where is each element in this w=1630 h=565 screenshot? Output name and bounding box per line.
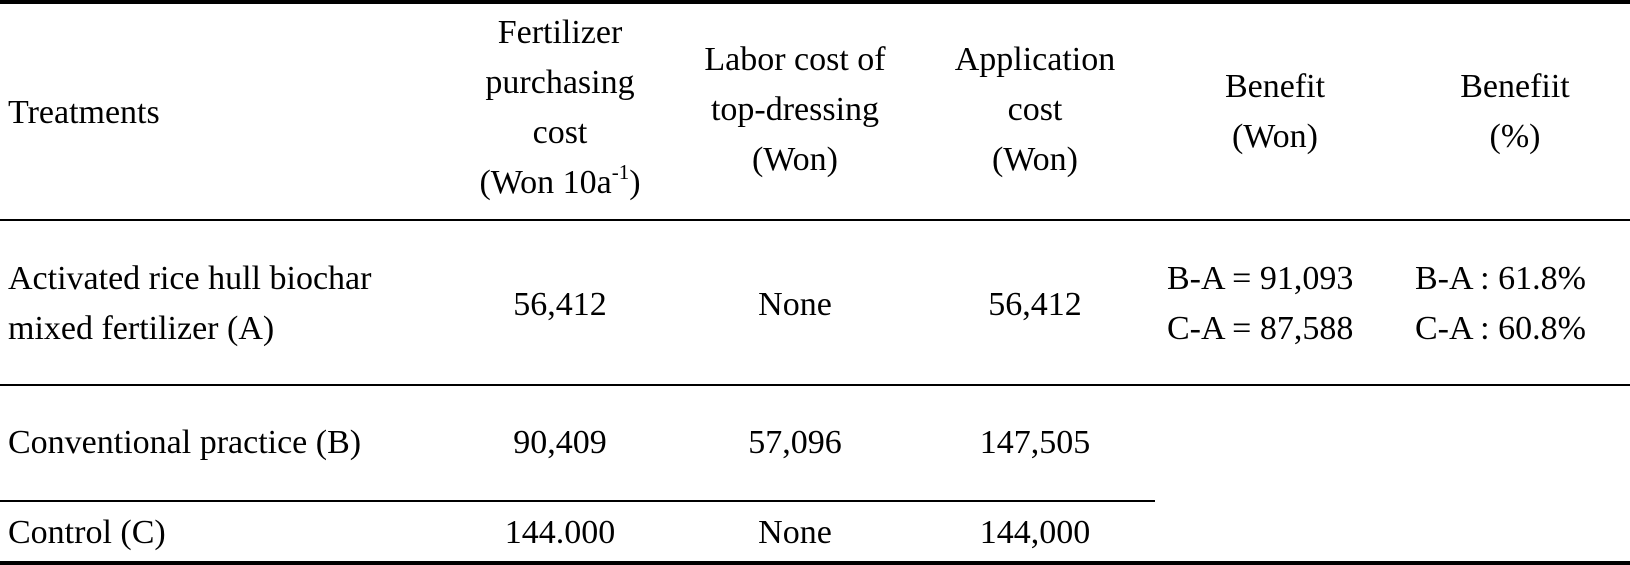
row-a-labor-cost: None: [758, 286, 832, 323]
header-fertilizer-cost: Fertilizer purchasing cost (Won 10a-1): [479, 14, 641, 201]
header-benefit-won: Benefit (Won): [1224, 68, 1326, 155]
row-b-labor-cost: 57,096: [748, 424, 842, 461]
row-b-bottom-rule: [0, 500, 1155, 502]
row-a-benefit-won: B-A = 91,093 C-A = 87,588: [1167, 260, 1354, 347]
row-b-fertilizer-cost: 90,409: [513, 424, 607, 461]
header-bottom-rule: [0, 219, 1630, 221]
row-a-benefit-pct: B-A : 61.8% C-A : 60.8%: [1415, 260, 1586, 347]
row-b-treatment: Conventional practice (B): [8, 424, 362, 461]
row-c-fertilizer-cost: 144.000: [504, 514, 616, 551]
row-c-labor-cost: None: [758, 514, 832, 551]
row-c-application-cost: 144,000: [979, 514, 1091, 551]
row-a-fertilizer-cost: 56,412: [513, 286, 607, 323]
top-rule: [0, 0, 1630, 4]
header-treatments: Treatments: [8, 94, 160, 131]
bottom-rule: [0, 561, 1630, 565]
row-a-bottom-rule: [0, 384, 1630, 386]
row-a-application-cost: 56,412: [988, 286, 1082, 323]
header-labor-cost: Labor cost of top-dressing (Won): [704, 41, 886, 178]
header-application-cost: Application cost (Won): [954, 41, 1116, 178]
row-a-treatment: Activated rice hull biochar mixed fertil…: [8, 260, 372, 347]
header-benefit-pct: Benefiit (%): [1460, 68, 1570, 155]
row-b-application-cost: 147,505: [979, 424, 1091, 461]
row-c-treatment: Control (C): [8, 514, 166, 551]
